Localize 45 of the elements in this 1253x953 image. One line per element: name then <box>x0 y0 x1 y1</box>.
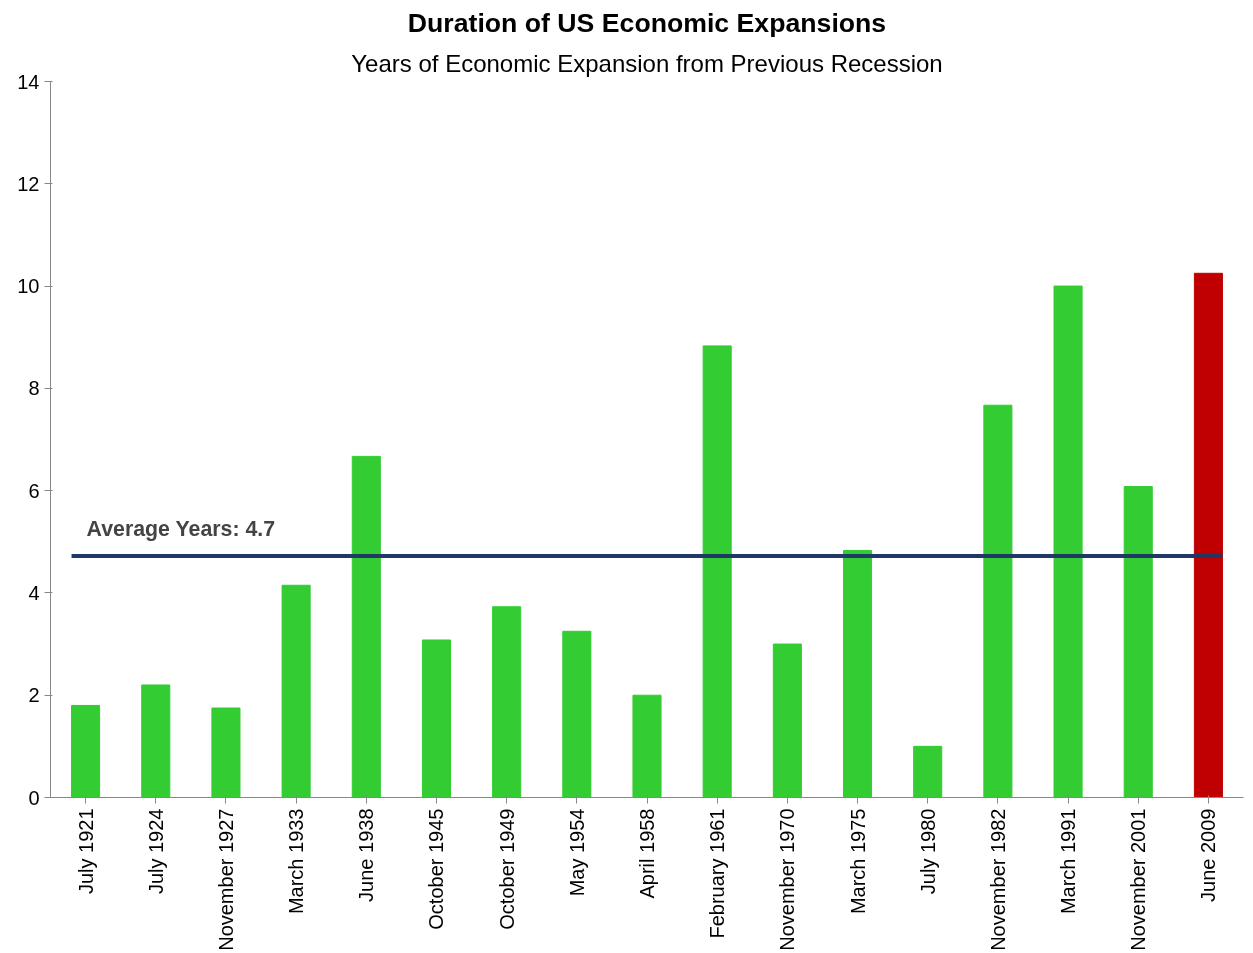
bar <box>492 606 522 798</box>
bar <box>421 639 452 798</box>
x-tick-label: November 1927 <box>214 808 237 951</box>
bar <box>211 707 241 798</box>
x-tick-label: June 2009 <box>1197 808 1220 902</box>
bar <box>281 584 311 798</box>
x-tick-label: February 1961 <box>706 808 729 939</box>
x-tick-label: April 1958 <box>636 808 658 899</box>
x-tick-label: March 1991 <box>1057 808 1080 915</box>
chart-subtitle: Years of Economic Expansion from Previous Recession <box>351 49 943 77</box>
bar <box>1123 486 1153 798</box>
x-tick-label: November 2001 <box>1127 808 1150 951</box>
x-tick-label: May 1954 <box>565 808 588 897</box>
x-tick-label: October 1945 <box>425 808 448 930</box>
y-tick-label: 0 <box>28 786 40 809</box>
bar <box>842 549 873 798</box>
x-tick-label: March 1975 <box>846 808 869 915</box>
bar <box>1193 272 1223 798</box>
y-tick-label: 10 <box>17 275 40 298</box>
x-tick-label: June 1938 <box>355 808 378 902</box>
x-tick-label: March 1933 <box>285 808 308 915</box>
bar <box>562 630 592 798</box>
x-tick-label: October 1949 <box>495 808 518 930</box>
x-tick-label: November 1982 <box>986 808 1009 951</box>
x-tick-label: July 1924 <box>144 808 167 895</box>
x-tick-label: July 1921 <box>74 808 97 895</box>
y-tick-label: 6 <box>28 479 40 502</box>
bar <box>772 643 802 798</box>
bar <box>71 704 101 798</box>
y-tick-label: 8 <box>28 377 40 400</box>
x-tick-label: July 1980 <box>916 808 939 895</box>
y-tick-label: 14 <box>17 70 40 93</box>
ref-line-label: Average Years: 4.7 <box>86 517 276 542</box>
y-tick-label: 12 <box>17 172 40 195</box>
y-tick-label: 4 <box>28 581 40 604</box>
bar <box>913 745 943 798</box>
bar <box>702 345 732 798</box>
y-tick-label: 2 <box>28 684 40 707</box>
bar <box>1053 285 1083 798</box>
bar <box>983 404 1013 798</box>
bar <box>632 694 662 798</box>
bar <box>351 455 381 798</box>
chart-title: Duration of US Economic Expansions <box>407 7 887 38</box>
x-tick-label: November 1970 <box>776 808 799 951</box>
bar <box>141 684 171 798</box>
